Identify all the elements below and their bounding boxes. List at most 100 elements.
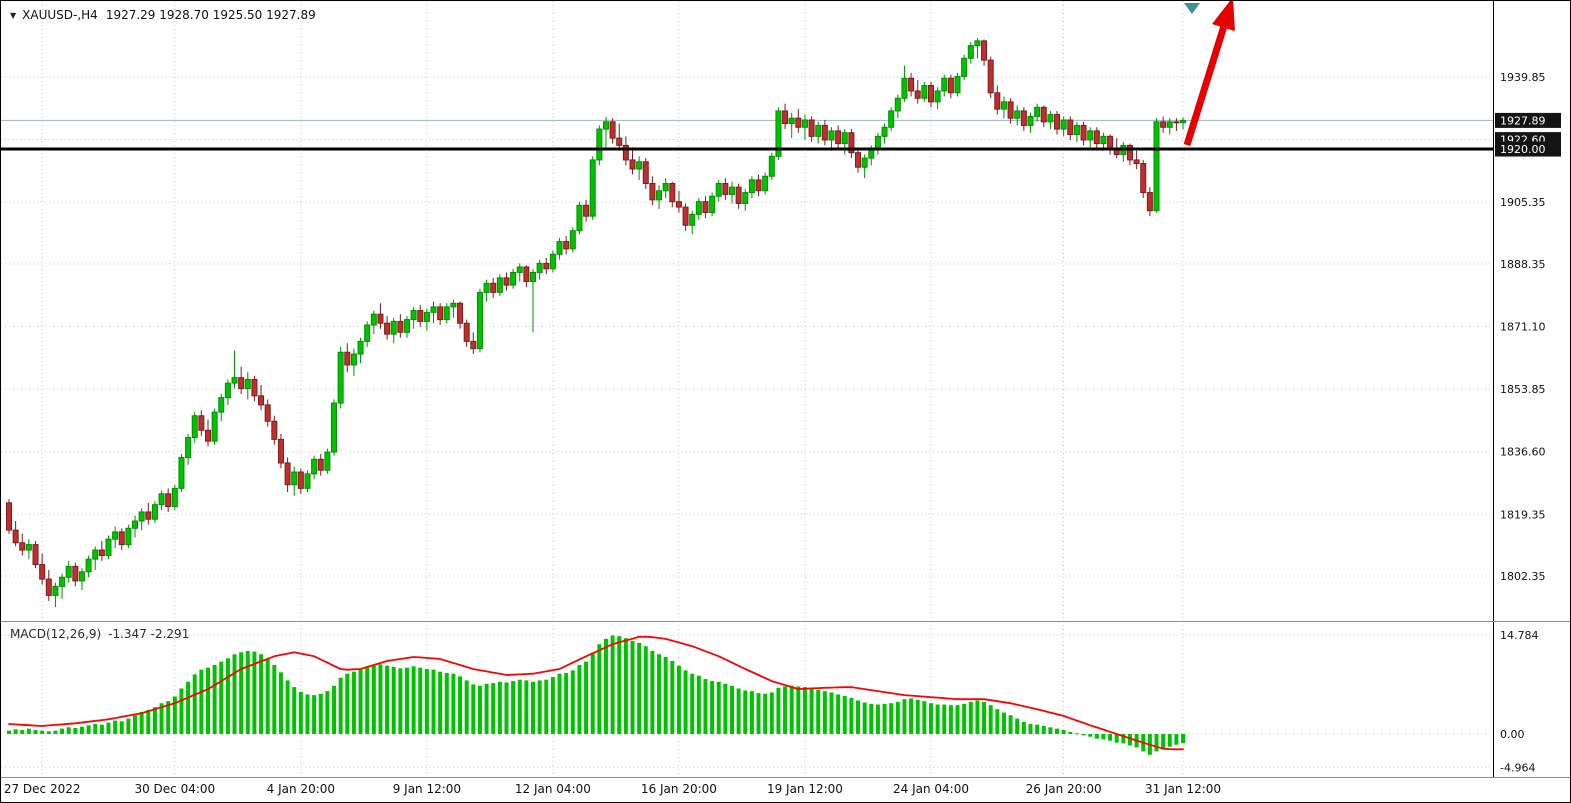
macd-bar (225, 658, 230, 734)
candle (649, 176, 656, 206)
candle-body (218, 397, 225, 413)
candle (848, 129, 855, 159)
candle (370, 310, 377, 335)
macd-histogram (7, 635, 1186, 755)
candle-body (1054, 114, 1061, 130)
candle (622, 136, 629, 166)
candle-body (238, 377, 245, 390)
candle-body (921, 85, 928, 99)
candle (762, 172, 769, 195)
macd-bar (79, 726, 84, 734)
candle (258, 384, 265, 411)
candle-body (112, 531, 119, 540)
price-chart-pane[interactable]: 1939.851922.601905.351888.351871.101853.… (1, 1, 1571, 621)
candle (390, 317, 397, 344)
candle-body (357, 340, 364, 355)
chart-title: ▼ XAUUSD-,H4 1927.29 1928.70 1925.50 192… (10, 8, 316, 22)
candle-body (728, 186, 735, 195)
candle-body (569, 230, 576, 250)
candle-body (961, 57, 968, 77)
pane-separator[interactable] (1, 621, 1570, 622)
macd-bar (285, 680, 290, 734)
candle-body (1146, 192, 1153, 212)
candle (1020, 107, 1027, 131)
macd-bar (995, 709, 1000, 734)
candle-body (589, 159, 596, 217)
macd-bar (471, 684, 476, 734)
macd-bar (822, 691, 827, 734)
candle (1080, 121, 1087, 146)
price-tick-label: 1905.35 (1500, 196, 1546, 209)
candle-body (689, 213, 696, 226)
candle-body (994, 92, 1001, 110)
macd-bar (431, 669, 436, 734)
price-axis[interactable] (1493, 1, 1570, 777)
candle (331, 399, 338, 456)
macd-tick-label: -4.964 (1500, 761, 1535, 774)
candle-body (855, 152, 862, 168)
date-tick-label: 26 Jan 20:00 (1025, 782, 1102, 796)
candle-body (762, 175, 769, 192)
macd-bar (763, 693, 768, 734)
candle (616, 123, 623, 151)
macd-bar (358, 669, 363, 734)
candle (251, 375, 258, 402)
macd-bar (298, 691, 303, 734)
macd-bar (133, 715, 138, 734)
candle (350, 348, 357, 376)
candle (914, 80, 921, 104)
macd-bar (192, 674, 197, 734)
macd-bar (643, 646, 648, 734)
candle-body (1027, 115, 1034, 126)
candle (815, 121, 822, 144)
candle (1173, 118, 1180, 131)
candle (496, 274, 503, 297)
candle (782, 103, 789, 130)
candle-body (19, 542, 26, 551)
macd-label: MACD(12,26,9) -1.347 -2.291 (10, 627, 189, 641)
candle-body (934, 90, 941, 103)
macd-bar (186, 681, 191, 734)
candle (503, 272, 510, 291)
candle-body (32, 544, 39, 566)
macd-bar (882, 703, 887, 734)
candle (12, 521, 19, 547)
candle (437, 303, 444, 326)
candle (423, 308, 430, 331)
date-tick-label: 30 Dec 04:00 (134, 782, 216, 796)
macd-indicator-pane[interactable]: 14.784 0.00 -4.964 (1, 621, 1571, 777)
candle-body (284, 462, 291, 486)
candle-body (78, 571, 85, 582)
macd-bar (166, 701, 171, 734)
candle (317, 453, 324, 476)
macd-bar (1021, 721, 1026, 734)
candle (85, 555, 92, 578)
macd-bar (199, 669, 204, 734)
candle-body (277, 438, 284, 464)
macd-bar (869, 703, 874, 734)
candle-body (516, 266, 523, 273)
candle (198, 410, 205, 436)
macd-bar (988, 705, 993, 734)
candle-body (145, 511, 152, 520)
candle (934, 87, 941, 110)
candle (45, 570, 52, 601)
macd-bar (789, 685, 794, 734)
macd-bar (623, 638, 628, 734)
candle (59, 573, 66, 600)
price-tick-label: 1888.35 (1500, 258, 1546, 271)
candle (357, 337, 364, 364)
time-axis[interactable]: 27 Dec 2022 30 Dec 04:00 4 Jan 20:00 9 Jan … (1, 778, 1570, 802)
macd-bar (942, 704, 947, 734)
candle-body (364, 324, 371, 342)
macd-bar (703, 679, 708, 734)
macd-bar (292, 687, 297, 734)
candle-body (583, 204, 590, 217)
candle-body (443, 306, 450, 321)
candle-body (158, 493, 165, 506)
candle-body (377, 313, 384, 324)
candle-body (1093, 130, 1100, 145)
candle (304, 470, 311, 492)
candle (987, 56, 994, 99)
macd-bar (464, 680, 469, 734)
